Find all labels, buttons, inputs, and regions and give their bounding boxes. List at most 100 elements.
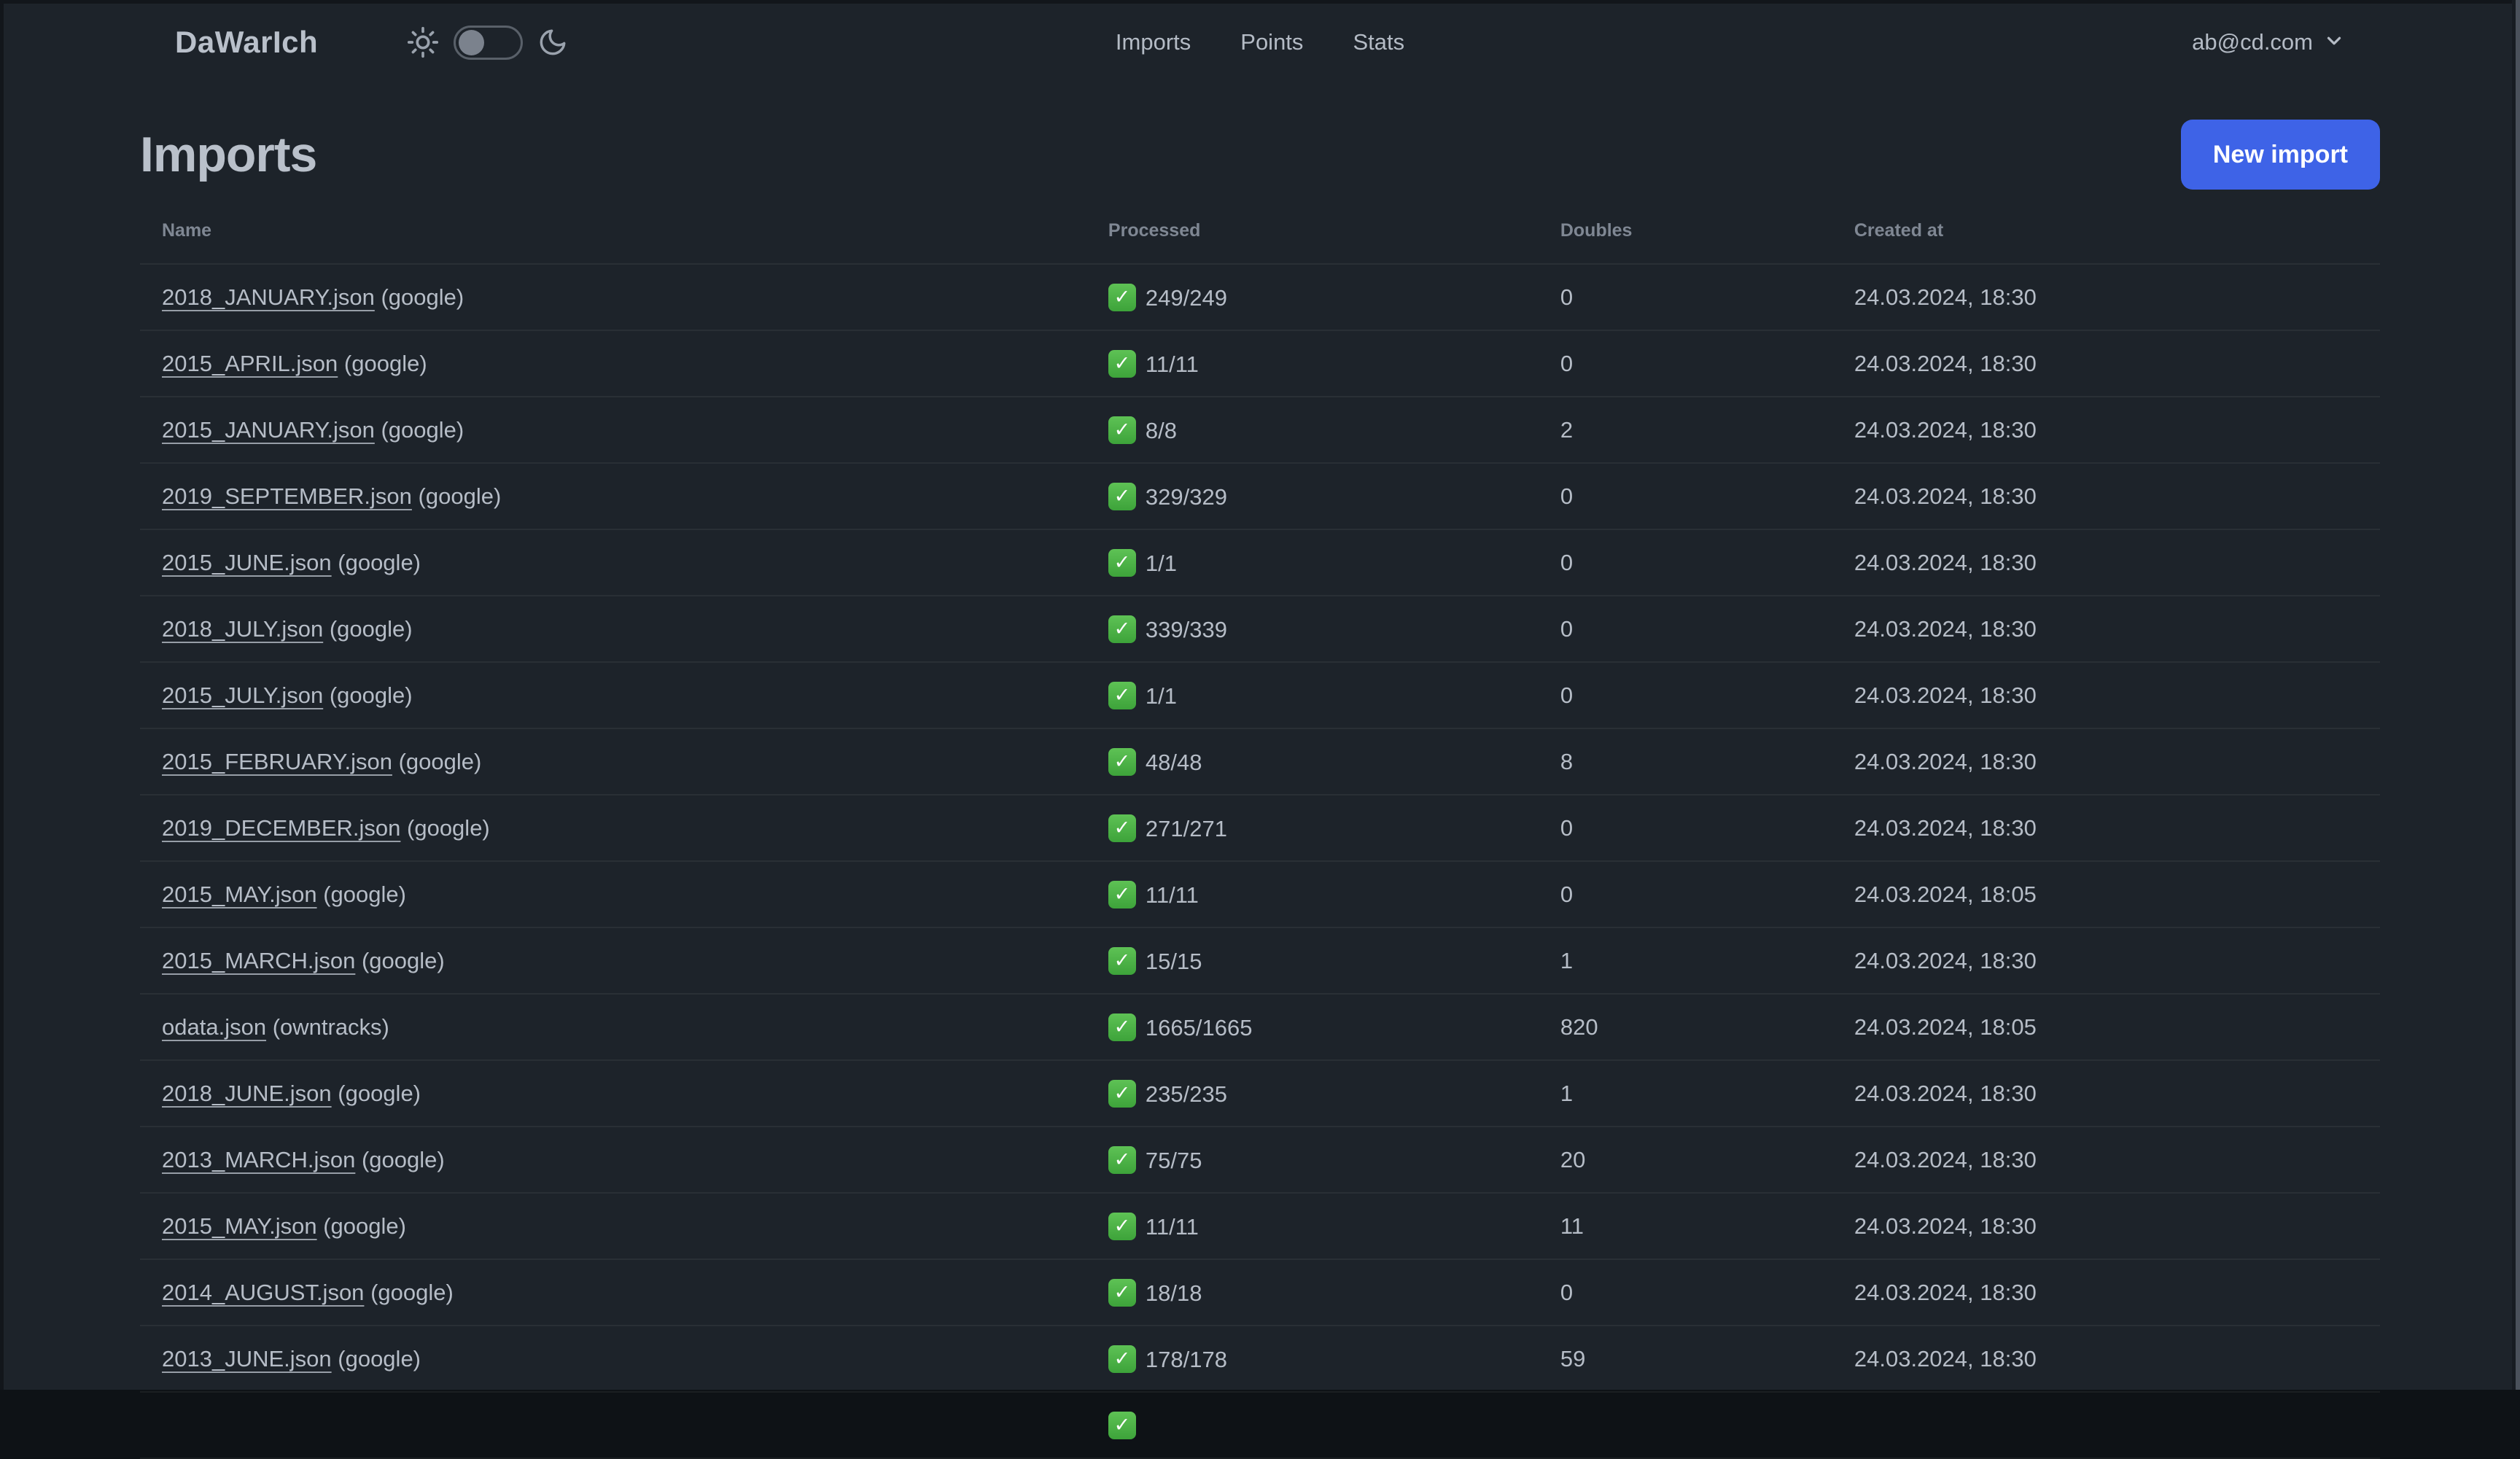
- column-header-name: Name: [140, 210, 1086, 265]
- import-file-link[interactable]: 2018_JANUARY.json: [162, 284, 375, 310]
- success-check-icon: ✓: [1108, 1212, 1136, 1240]
- nav-link-points[interactable]: Points: [1240, 29, 1304, 55]
- import-file-link[interactable]: odata.json: [162, 1013, 267, 1040]
- scrollbar[interactable]: [2512, 0, 2520, 1390]
- import-file-link[interactable]: 2018_JUNE.json: [162, 1080, 332, 1106]
- doubles-cell: 0: [1538, 1259, 1832, 1326]
- main-nav: Imports Points Stats: [1116, 29, 1404, 55]
- import-source-label: (google): [381, 416, 464, 443]
- new-import-button[interactable]: New import: [2180, 120, 2380, 190]
- user-menu[interactable]: ab@cd.com: [2192, 29, 2345, 55]
- import-file-link[interactable]: 2019_DECEMBER.json: [162, 814, 401, 841]
- import-file-link[interactable]: 2015_MARCH.json: [162, 947, 356, 973]
- success-check-icon: ✓: [1108, 349, 1136, 378]
- name-cell: 2015_MARCH.json (google): [140, 927, 1086, 995]
- success-check-icon: ✓: [1108, 1013, 1136, 1041]
- imports-table-body: 2018_JANUARY.json (google) ✓ 249/249 0 24…: [140, 264, 2380, 1459]
- table-row: 2015_FEBRUARY.json (google) ✓ 48/48 8 24.…: [140, 728, 2380, 795]
- name-cell: 2013_JUNE.json (google): [140, 1326, 1086, 1393]
- table-row: 2015_MAY.json (google) ✓ 11/11 0 24.03.20…: [140, 861, 2380, 928]
- table-row: 2018_JULY.json (google) ✓ 339/339 0 24.03…: [140, 596, 2380, 663]
- table-row: 2015_MARCH.json (google) ✓ 15/15 1 24.03.…: [140, 927, 2380, 995]
- processed-cell: ✓ 18/18: [1086, 1259, 1539, 1326]
- processed-cell: ✓ 178/178: [1086, 1326, 1539, 1393]
- app-logo[interactable]: DaWarIch: [175, 25, 319, 59]
- processed-count: 339/339: [1145, 616, 1227, 642]
- doubles-cell: 2: [1538, 397, 1832, 464]
- created-at-cell: 24.03.2024, 18:30: [1832, 1193, 2380, 1260]
- import-source-label: (google): [323, 881, 406, 907]
- table-row: odata.json (owntracks) ✓ 1665/1665 820 24…: [140, 994, 2380, 1061]
- name-cell: 2014_AUGUST.json (google): [140, 1259, 1086, 1326]
- import-file-link[interactable]: 2018_JULY.json: [162, 615, 324, 642]
- created-at-cell: 24.03.2024, 18:05: [1832, 861, 2380, 928]
- import-file-link[interactable]: 2015_FEBRUARY.json: [162, 748, 392, 774]
- import-source-label: (google): [370, 1279, 454, 1305]
- created-at-cell: 24.03.2024, 18:30: [1832, 1326, 2380, 1393]
- table-row: 2013_MARCH.json (google) ✓ 75/75 20 24.03…: [140, 1127, 2380, 1194]
- doubles-cell: 0: [1538, 662, 1832, 729]
- import-file-link[interactable]: 2019_SEPTEMBER.json: [162, 483, 412, 509]
- created-at-cell: 24.03.2024, 18:30: [1832, 795, 2380, 862]
- processed-cell: ✓ 11/11: [1086, 861, 1539, 928]
- processed-cell: ✓ 1665/1665: [1086, 994, 1539, 1061]
- column-header-processed: Processed: [1086, 210, 1539, 265]
- nav-link-imports[interactable]: Imports: [1115, 29, 1191, 55]
- processed-count: 1/1: [1145, 682, 1178, 709]
- processed-count: 1/1: [1145, 550, 1178, 576]
- processed-cell: ✓ 235/235: [1086, 1060, 1539, 1127]
- processed-count: 1665/1665: [1145, 1014, 1253, 1040]
- user-email: ab@cd.com: [2192, 29, 2313, 55]
- table-header-row: Name Processed Doubles Created at: [140, 210, 2380, 265]
- processed-cell: ✓ 11/11: [1086, 330, 1539, 397]
- created-at-cell: 24.03.2024, 18:30: [1832, 1060, 2380, 1127]
- processed-cell: ✓ 339/339: [1086, 596, 1539, 663]
- table-row: 2019_DECEMBER.json (google) ✓ 271/271 0 2…: [140, 795, 2380, 862]
- processed-count: 235/235: [1145, 1081, 1227, 1107]
- import-source-label: (google): [329, 615, 413, 642]
- name-cell: 2018_JANUARY.json (google): [140, 264, 1086, 331]
- import-source-label: (google): [418, 483, 502, 509]
- navbar: DaWarIch Imports Points: [0, 0, 2520, 85]
- import-file-link[interactable]: 2013_JUNE.json: [162, 1345, 332, 1372]
- name-cell: 2018_JUNE.json (google): [140, 1060, 1086, 1127]
- name-cell: 2019_DECEMBER.json (google): [140, 795, 1086, 862]
- processed-cell: ✓: [1086, 1392, 1539, 1459]
- name-cell: odata.json (owntracks): [140, 994, 1086, 1061]
- processed-cell: ✓ 329/329: [1086, 463, 1539, 530]
- created-at-cell: 24.03.2024, 18:30: [1832, 596, 2380, 663]
- import-file-link[interactable]: 2015_APRIL.json: [162, 350, 338, 376]
- processed-cell: ✓ 11/11: [1086, 1193, 1539, 1260]
- import-file-link[interactable]: 2015_JUNE.json: [162, 549, 332, 575]
- import-file-link[interactable]: 2015_MAY.json: [162, 1213, 317, 1239]
- created-at-cell: 24.03.2024, 18:30: [1832, 264, 2380, 331]
- processed-cell: ✓ 75/75: [1086, 1127, 1539, 1194]
- import-source-label: (google): [323, 1213, 406, 1239]
- imports-page: Imports New import Name Processed Double…: [0, 120, 2520, 1459]
- name-cell: [140, 1392, 1086, 1459]
- name-cell: 2015_JANUARY.json (google): [140, 397, 1086, 464]
- table-row: 2015_JUNE.json (google) ✓ 1/1 0 24.03.202…: [140, 529, 2380, 596]
- theme-toggle[interactable]: [454, 25, 524, 60]
- doubles-cell: 0: [1538, 861, 1832, 928]
- success-check-icon: ✓: [1108, 1278, 1136, 1307]
- created-at-cell: 24.03.2024, 18:30: [1832, 662, 2380, 729]
- table-row: 2015_JANUARY.json (google) ✓ 8/8 2 24.03.…: [140, 397, 2380, 464]
- doubles-cell: 0: [1538, 596, 1832, 663]
- processed-count: 11/11: [1145, 351, 1199, 377]
- import-file-link[interactable]: 2015_JANUARY.json: [162, 416, 375, 443]
- name-cell: 2013_MARCH.json (google): [140, 1127, 1086, 1194]
- success-check-icon: ✓: [1108, 880, 1136, 909]
- import-source-label: (owntracks): [272, 1013, 389, 1040]
- import-file-link[interactable]: 2013_MARCH.json: [162, 1146, 356, 1172]
- success-check-icon: ✓: [1108, 681, 1136, 709]
- import-file-link[interactable]: 2015_JULY.json: [162, 682, 324, 708]
- import-file-link[interactable]: 2014_AUGUST.json: [162, 1279, 365, 1305]
- processed-count: 15/15: [1145, 948, 1202, 974]
- success-check-icon: ✓: [1108, 1411, 1136, 1439]
- import-file-link[interactable]: 2015_MAY.json: [162, 881, 317, 907]
- processed-count: 18/18: [1145, 1280, 1202, 1306]
- table-row: 2015_JULY.json (google) ✓ 1/1 0 24.03.202…: [140, 662, 2380, 729]
- nav-link-stats[interactable]: Stats: [1353, 29, 1405, 55]
- created-at-cell: 24.03.2024, 18:05: [1832, 994, 2380, 1061]
